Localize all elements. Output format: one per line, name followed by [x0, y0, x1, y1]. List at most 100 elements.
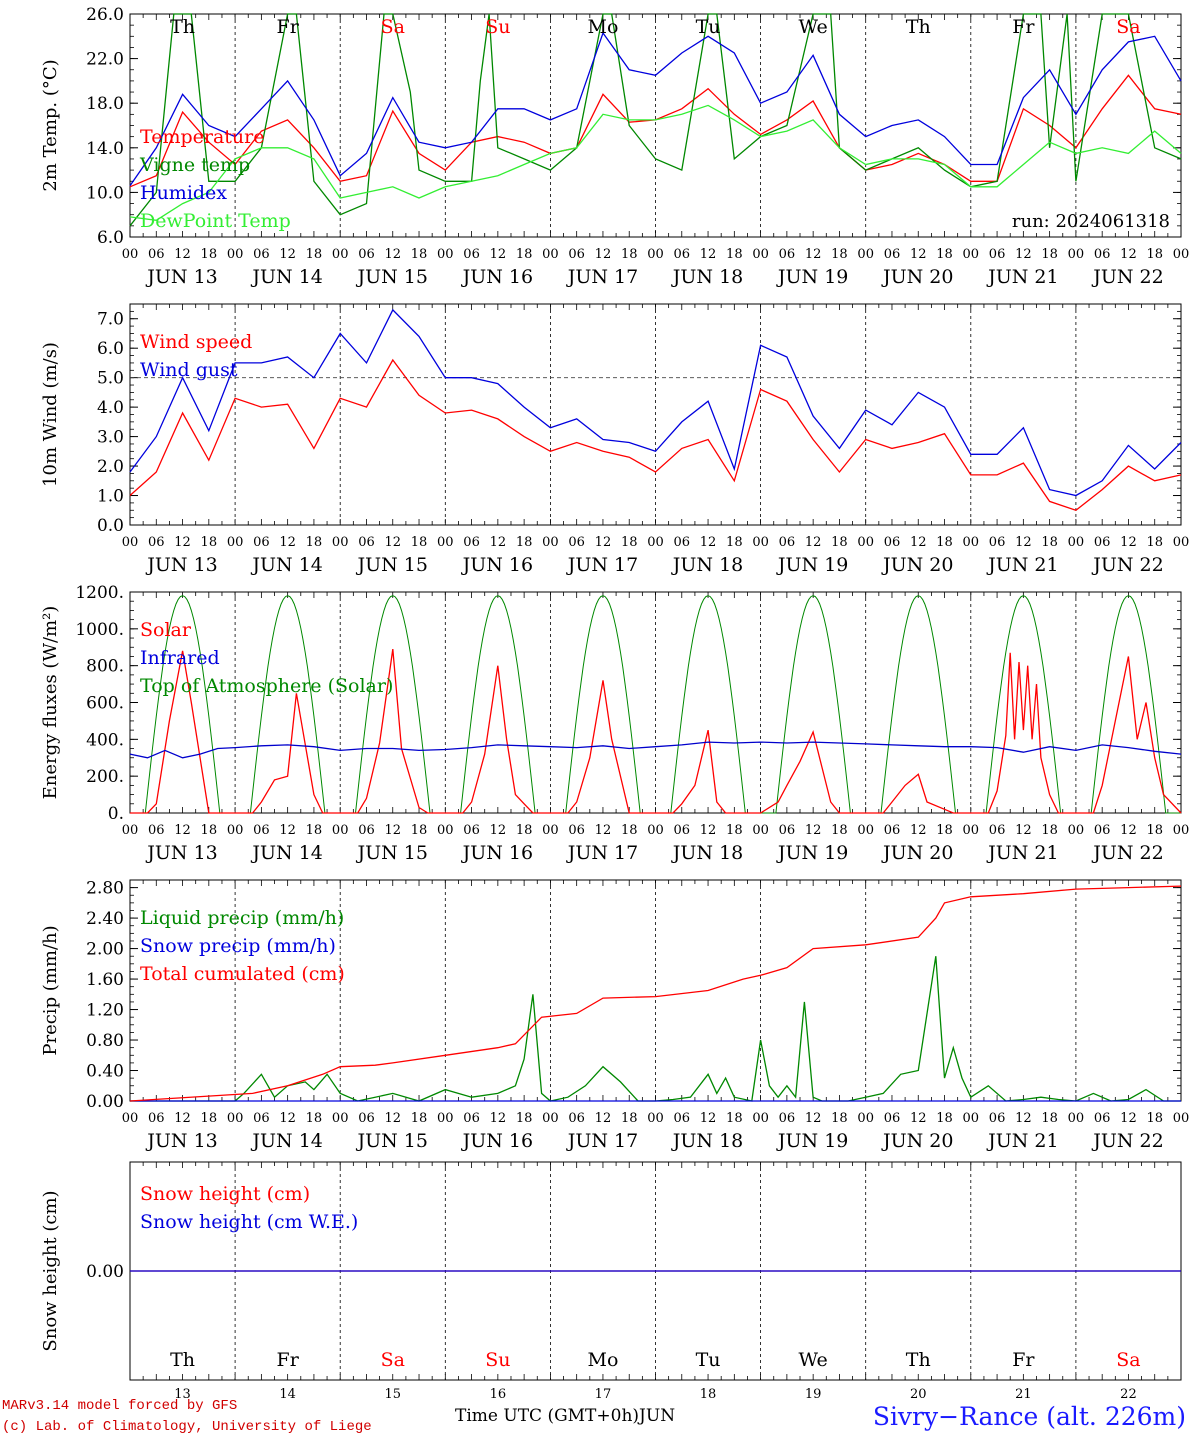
hour-tick-label: 12 — [490, 535, 507, 550]
hour-tick-label: 18 — [1146, 247, 1163, 262]
hour-tick-label: 06 — [1094, 535, 1111, 550]
hour-tick-label: 18 — [1146, 535, 1163, 550]
hour-tick-label: 18 — [411, 1111, 428, 1126]
hour-tick-label: 00 — [857, 535, 874, 550]
legend-entry: Wind speed — [140, 331, 252, 353]
day-number-label: 16 — [490, 1387, 507, 1402]
hour-tick-label: 00 — [122, 535, 139, 550]
legend-entry: Infrared — [140, 647, 220, 669]
hour-tick-label: 12 — [700, 535, 717, 550]
hour-tick-label: 18 — [1041, 823, 1058, 838]
legend-entry: Snow precip (mm/h) — [140, 935, 336, 957]
date-label: JUN 13 — [145, 554, 217, 576]
hour-tick-label: 06 — [1094, 247, 1111, 262]
hour-tick-label: 06 — [358, 1111, 375, 1126]
hour-tick-label: 12 — [279, 535, 296, 550]
date-label: JUN 19 — [776, 842, 848, 864]
hour-tick-label: 12 — [910, 823, 927, 838]
hour-tick-label: 06 — [358, 535, 375, 550]
date-label: JUN 15 — [356, 554, 428, 576]
hour-tick-label: 18 — [1041, 1111, 1058, 1126]
hour-tick-label: 12 — [384, 247, 401, 262]
weekday-label: Sa — [381, 16, 405, 38]
day-number-label: 19 — [805, 1387, 822, 1402]
hour-tick-label: 18 — [1041, 247, 1058, 262]
hour-tick-label: 00 — [1068, 823, 1085, 838]
hour-tick-label: 00 — [1173, 535, 1190, 550]
series-liquid-precip-mm-h — [130, 956, 1181, 1102]
hour-tick-label: 12 — [1120, 535, 1137, 550]
weekday-label: Su — [485, 16, 510, 38]
hour-tick-label: 06 — [358, 247, 375, 262]
hour-tick-label: 06 — [989, 247, 1006, 262]
hour-tick-label: 12 — [384, 1111, 401, 1126]
date-label: JUN 19 — [776, 266, 848, 288]
hour-tick-label: 00 — [437, 247, 454, 262]
weekday-label: We — [799, 16, 828, 38]
hour-tick-label: 12 — [490, 823, 507, 838]
hour-tick-label: 18 — [621, 1111, 638, 1126]
hour-tick-label: 18 — [1146, 823, 1163, 838]
date-label: JUN 14 — [250, 842, 322, 864]
hour-tick-label: 12 — [384, 823, 401, 838]
hour-tick-label: 18 — [936, 823, 953, 838]
hour-tick-label: 00 — [1068, 535, 1085, 550]
hour-tick-label: 12 — [700, 1111, 717, 1126]
date-label: JUN 15 — [356, 842, 428, 864]
hour-tick-label: 18 — [831, 823, 848, 838]
date-label: JUN 20 — [881, 1130, 953, 1152]
hour-tick-label: 12 — [805, 535, 822, 550]
hour-tick-label: 18 — [831, 1111, 848, 1126]
hour-tick-label: 00 — [752, 1111, 769, 1126]
y-tick-label: 0.0 — [97, 516, 124, 536]
weekday-label: Sa — [1116, 16, 1140, 38]
hour-tick-label: 18 — [201, 823, 218, 838]
hour-tick-label: 06 — [779, 823, 796, 838]
hour-tick-label: 18 — [411, 247, 428, 262]
model-credit: MARv3.14 model forced by GFS — [2, 1398, 238, 1414]
hour-tick-label: 00 — [227, 535, 244, 550]
hour-tick-label: 12 — [910, 247, 927, 262]
date-label: JUN 14 — [250, 1130, 322, 1152]
weekday-label: Fr — [277, 1349, 300, 1371]
hour-tick-label: 18 — [831, 535, 848, 550]
date-label: JUN 16 — [461, 266, 533, 288]
hour-tick-label: 18 — [201, 247, 218, 262]
hour-tick-label: 18 — [306, 1111, 323, 1126]
hour-tick-label: 06 — [253, 823, 270, 838]
hour-tick-label: 00 — [963, 535, 980, 550]
day-number-label: 20 — [910, 1387, 927, 1402]
legend-entry: Liquid precip (mm/h) — [140, 907, 344, 929]
hour-tick-label: 12 — [595, 535, 612, 550]
date-label: JUN 20 — [881, 842, 953, 864]
hour-tick-label: 00 — [1173, 823, 1190, 838]
hour-tick-label: 06 — [568, 823, 585, 838]
date-label: JUN 17 — [566, 1130, 638, 1152]
hour-tick-label: 06 — [674, 1111, 691, 1126]
y-tick-label: 1.60 — [86, 970, 124, 990]
hour-tick-label: 00 — [647, 247, 664, 262]
hour-tick-label: 00 — [857, 1111, 874, 1126]
date-label: JUN 22 — [1091, 842, 1163, 864]
hour-tick-label: 18 — [516, 1111, 533, 1126]
y-tick-label: 10.0 — [86, 183, 124, 203]
weekday-label: Su — [485, 1349, 510, 1371]
date-label: JUN 16 — [461, 554, 533, 576]
series-wind-gust — [129, 308, 1182, 497]
hour-tick-label: 06 — [1094, 1111, 1111, 1126]
hour-tick-label: 06 — [358, 823, 375, 838]
hour-tick-label: 18 — [621, 247, 638, 262]
hour-tick-label: 00 — [437, 535, 454, 550]
hour-tick-label: 06 — [779, 247, 796, 262]
hour-tick-label: 00 — [542, 535, 559, 550]
panel-4-ylabel: Snow height (cm) — [40, 1190, 61, 1351]
y-tick-label: 200. — [86, 767, 124, 787]
hour-tick-label: 18 — [306, 823, 323, 838]
hour-tick-label: 18 — [726, 535, 743, 550]
hour-tick-label: 12 — [1120, 823, 1137, 838]
hour-tick-label: 12 — [1120, 247, 1137, 262]
series-total-cumulated-cm — [129, 885, 1182, 1102]
hour-tick-label: 18 — [1146, 1111, 1163, 1126]
hour-tick-label: 12 — [174, 247, 191, 262]
weekday-label: We — [799, 1349, 828, 1371]
